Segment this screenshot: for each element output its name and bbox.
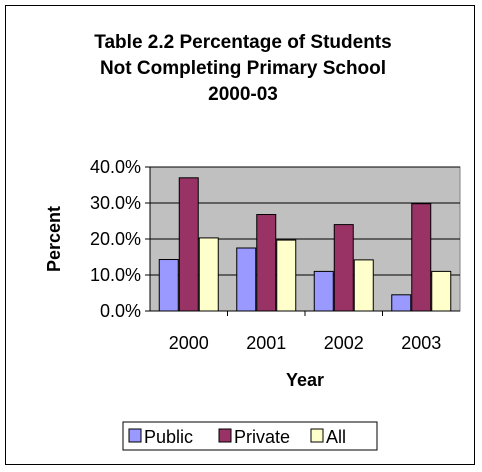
bar-private-2003 xyxy=(411,203,432,312)
bar-public-2000 xyxy=(158,259,179,312)
axes xyxy=(145,166,460,316)
bar-public-2001 xyxy=(236,247,257,312)
x-axis-label: Year xyxy=(286,370,324,390)
y-tick-label: 10.0% xyxy=(90,265,141,285)
x-tick-label: 2000 xyxy=(169,333,209,353)
x-tick-label: 2001 xyxy=(246,333,286,353)
bars xyxy=(158,177,452,312)
chart-title: Table 2.2 Percentage of Students Not Com… xyxy=(94,32,391,105)
chart-title-line-1: Table 2.2 Percentage of Students xyxy=(94,32,391,53)
chart-title-line-3: 2000-03 xyxy=(208,84,278,105)
bar-private-2002 xyxy=(333,224,354,312)
y-tick-label: 30.0% xyxy=(90,193,141,213)
y-axis-label: Percent xyxy=(44,206,64,272)
legend-label-all: All xyxy=(326,427,346,447)
legend xyxy=(122,421,378,451)
bar-all-2000 xyxy=(198,237,219,312)
bar-public-2002 xyxy=(313,270,334,312)
bar-all-2001 xyxy=(276,239,297,312)
x-tick-labels: 2000 2001 2002 2003 xyxy=(169,333,442,353)
y-tick-labels: 0.0% 10.0% 20.0% 30.0% 40.0% xyxy=(90,157,141,321)
x-tick-label: 2002 xyxy=(324,333,364,353)
x-tick-label: 2003 xyxy=(401,333,441,353)
bar-all-2003 xyxy=(431,270,452,312)
legend-swatch-all xyxy=(310,428,324,443)
bar-public-2003 xyxy=(391,294,412,312)
y-tick-label: 20.0% xyxy=(90,229,141,249)
legend-label-private: Private xyxy=(234,427,290,447)
legend-items: Public Private All xyxy=(128,427,346,447)
legend-label-public: Public xyxy=(144,427,193,447)
legend-swatch-public xyxy=(128,428,142,443)
legend-swatch-private xyxy=(218,428,232,443)
bar-private-2001 xyxy=(256,214,277,312)
y-tick-label: 40.0% xyxy=(90,157,141,177)
chart-title-line-2: Not Completing Primary School xyxy=(100,58,386,79)
bar-all-2002 xyxy=(353,259,374,312)
y-tick-label: 0.0% xyxy=(100,301,141,321)
bar-private-2000 xyxy=(178,177,199,312)
